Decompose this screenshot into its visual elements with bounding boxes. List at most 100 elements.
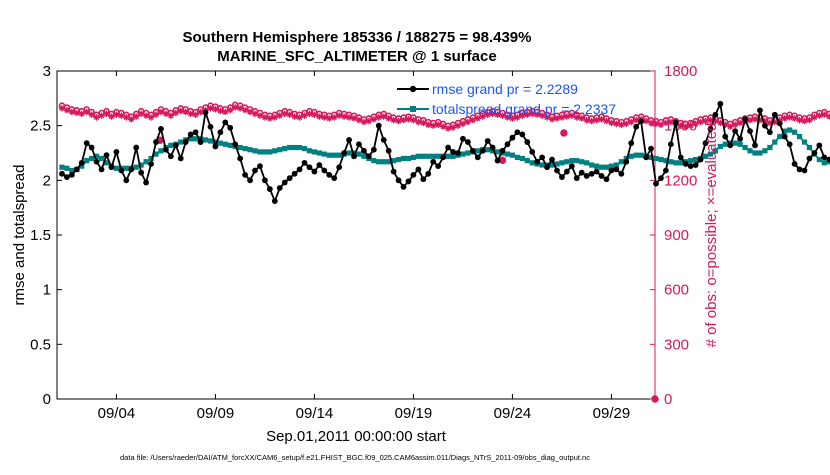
rmse-point <box>108 164 115 171</box>
evaluated-obs-point <box>311 111 318 118</box>
totalspread-point <box>633 152 639 158</box>
evaluated-obs-point <box>212 106 219 113</box>
totalspread-point <box>376 159 382 165</box>
totalspread-point <box>767 144 773 151</box>
rmse-point <box>672 119 679 126</box>
evaluated-obs-point <box>340 113 348 120</box>
evaluated-obs-point <box>702 117 709 125</box>
evaluated-obs-point <box>182 108 189 116</box>
evaluated-obs-point <box>628 118 635 126</box>
evaluated-obs-point <box>395 117 402 125</box>
y-left-tick-label: 0.5 <box>30 336 51 353</box>
totalspread-point <box>638 152 644 158</box>
rmse-point <box>390 168 397 175</box>
totalspread-point <box>321 151 327 157</box>
rmse-point <box>78 159 85 166</box>
totalspread-point <box>237 144 243 151</box>
evaluated-obs-point <box>751 116 759 123</box>
rmse-point <box>346 136 352 143</box>
evaluated-obs-point <box>573 114 580 121</box>
rmse-point <box>271 198 278 205</box>
rmse-point <box>662 167 669 174</box>
rmse-point <box>628 140 635 147</box>
totalspread-point <box>257 149 263 155</box>
totalspread-point <box>391 158 397 164</box>
evaluated-obs-point <box>791 115 798 122</box>
totalspread-point <box>791 129 798 135</box>
evaluated-obs-point <box>286 111 293 118</box>
evaluated-obs-point <box>217 107 224 115</box>
rmse-point <box>410 171 417 178</box>
evaluated-obs-point <box>811 114 818 121</box>
totalspread-point <box>737 141 743 147</box>
rmse-point <box>118 167 125 174</box>
rmse-point <box>138 169 145 176</box>
totalspread-point <box>103 160 110 166</box>
totalspread-point <box>331 152 337 158</box>
rmse-point <box>821 154 828 161</box>
data-file-footnote: data file: /Users/raeder/DAI/ATM_forcXX/… <box>120 453 590 462</box>
totalspread-point <box>460 151 466 157</box>
totalspread-point <box>143 159 149 165</box>
legend-spread-label: totalspread grand pr = 2.2337 <box>432 101 616 117</box>
evaluated-obs-point <box>350 115 358 122</box>
totalspread-point <box>678 160 684 166</box>
left-axis: 0 0.5 1 1.5 2 2.5 3 <box>30 63 62 408</box>
evaluated-obs-point <box>474 115 481 122</box>
evaluated-obs-point <box>281 110 288 118</box>
evaluated-obs-point <box>162 110 170 118</box>
rmse-point <box>262 177 268 184</box>
rmse-point <box>583 173 590 179</box>
totalspread-point <box>267 149 273 155</box>
evaluated-obs-point <box>326 115 333 122</box>
totalspread-point <box>287 144 293 151</box>
y-left-tick-label: 3 <box>43 63 51 80</box>
x-axis-label: Sep.01,2011 00:00:00 start <box>266 428 447 445</box>
rmse-point <box>212 143 219 150</box>
evaluated-obs-point <box>578 115 585 122</box>
totalspread-point <box>282 146 288 152</box>
evaluated-obs-point <box>524 111 531 118</box>
totalspread-point <box>386 159 392 165</box>
evaluated-obs-point <box>533 111 541 118</box>
totalspread-point <box>351 150 357 156</box>
totalspread-point <box>564 159 570 165</box>
evaluated-obs-point <box>687 122 694 129</box>
evaluated-obs-point <box>776 117 783 124</box>
rmse-point <box>291 170 298 177</box>
rmse-point <box>638 118 645 125</box>
chart-subtitle: MARINE_SFC_ALTIMETER @ 1 surface <box>217 48 496 65</box>
evaluated-obs-point <box>425 121 432 128</box>
rmse-point <box>93 158 100 165</box>
rmse-point <box>786 141 793 148</box>
totalspread-point <box>217 140 223 146</box>
evaluated-obs-point <box>232 104 239 111</box>
evaluated-obs-point <box>113 111 120 118</box>
totalspread-point <box>346 150 352 156</box>
rmse-point <box>514 129 521 136</box>
totalspread-point <box>494 149 501 155</box>
totalspread-point <box>395 156 402 163</box>
totalspread-point <box>301 146 308 152</box>
evaluated-obs-point <box>454 122 462 129</box>
totalspread-point <box>361 153 367 159</box>
evaluated-obs-point <box>538 112 546 119</box>
legend-rmse-label: rmse grand pr = 2.2289 <box>432 81 578 97</box>
rmse-point <box>64 174 70 180</box>
totalspread-point <box>415 153 421 159</box>
evaluated-obs-point <box>514 114 521 121</box>
rmse-point <box>613 166 620 173</box>
totalspread-point <box>148 155 154 162</box>
rmse-point <box>440 154 447 161</box>
evaluated-obs-point <box>420 119 427 127</box>
y-right-tick-label: 1200 <box>664 172 697 189</box>
rmse-point <box>232 141 239 148</box>
evaluated-obs-point <box>553 115 561 122</box>
evaluated-obs-point <box>430 122 437 129</box>
totalspread-point <box>574 158 580 164</box>
totalspread-point <box>405 155 412 162</box>
totalspread-point <box>593 163 600 169</box>
rmse-point <box>375 122 382 129</box>
totalspread-point <box>153 151 159 157</box>
evaluated-obs-point <box>608 119 615 127</box>
